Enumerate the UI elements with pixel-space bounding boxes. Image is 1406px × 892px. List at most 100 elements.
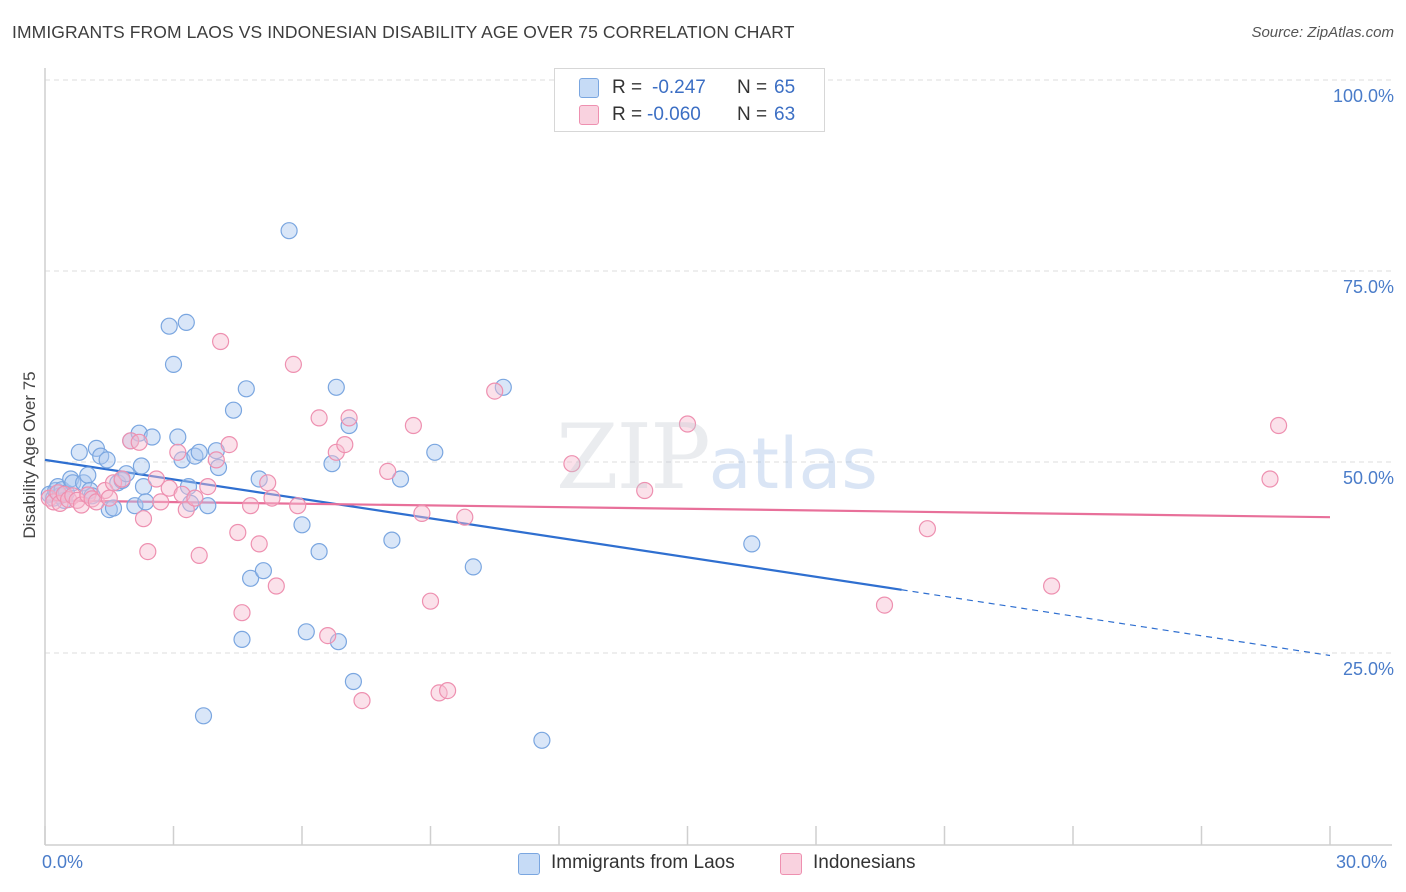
laos-point — [104, 499, 123, 517]
indonesians-point — [918, 520, 937, 538]
laos-point — [533, 731, 551, 749]
series-swatch-pink — [780, 853, 802, 875]
series-legend-label: Immigrants from Laos — [551, 852, 735, 873]
laos-point — [242, 569, 260, 587]
indonesians-point — [212, 332, 230, 351]
laos-point — [494, 378, 512, 396]
indonesians-point — [289, 497, 307, 515]
indonesians-point — [229, 523, 247, 542]
series-legend-label: Indonesians — [813, 852, 916, 873]
watermark: ZIPatlas — [556, 405, 878, 510]
laos-point — [70, 443, 88, 461]
indonesians-point — [152, 493, 170, 511]
laos-point — [160, 317, 178, 335]
laos-point — [280, 222, 298, 240]
laos-point — [194, 707, 213, 725]
indonesians-point — [439, 681, 457, 700]
indonesians-point — [87, 493, 106, 511]
legend-n-value: 65 — [774, 77, 796, 98]
indonesians-point — [190, 546, 208, 565]
indonesians-point — [242, 497, 260, 515]
laos-point — [224, 401, 243, 419]
indonesians-point — [267, 577, 285, 595]
y-tick-label: 50.0% — [1342, 468, 1394, 488]
indonesians-point — [259, 474, 277, 492]
legend-r-label: R = — [612, 104, 643, 125]
laos-point — [464, 558, 482, 576]
laos-point — [132, 457, 150, 475]
laos-point — [137, 493, 155, 511]
indonesians-trend-line — [44, 499, 1331, 519]
legend-r-value: -0.060 — [647, 104, 701, 125]
laos-point — [190, 443, 208, 461]
correlation-legend: R = -0.247 N = 65 R = -0.060 N = 63 — [554, 68, 825, 132]
legend-r-label: R = — [612, 77, 643, 98]
indonesians-point — [1269, 416, 1288, 435]
indonesians-point — [104, 474, 123, 492]
indonesians-point — [486, 382, 504, 400]
laos-point — [310, 542, 328, 561]
laos-point — [743, 535, 761, 553]
laos-point — [297, 623, 315, 641]
indonesians-point — [207, 451, 225, 469]
laos-point — [383, 531, 401, 549]
indonesians-point — [379, 462, 397, 480]
laos-point — [426, 443, 444, 461]
indonesians-point — [563, 455, 581, 473]
indonesians-point — [147, 470, 165, 488]
legend-n-label: N = — [737, 104, 768, 125]
laos-point — [177, 313, 195, 331]
indonesians-point — [1261, 470, 1279, 488]
laos-point — [169, 428, 187, 446]
indonesians-point — [421, 592, 440, 610]
laos-point — [79, 466, 97, 484]
laos-point — [293, 516, 311, 534]
x-tick-label: 30.0% — [1336, 852, 1388, 872]
laos-point — [254, 562, 272, 580]
y-tick-label: 100.0% — [1332, 86, 1394, 106]
indonesians-point — [233, 604, 251, 622]
legend-swatch-pink — [579, 105, 599, 125]
laos-trend-line-extension — [901, 589, 1331, 657]
indonesians-point — [678, 415, 697, 433]
gridlines — [45, 79, 1392, 654]
indonesians-point — [122, 432, 140, 450]
indonesians-point — [51, 494, 69, 512]
indonesians-point — [413, 504, 431, 523]
indonesians-point — [250, 535, 268, 553]
series-swatch-blue — [518, 853, 540, 875]
laos-point — [250, 470, 268, 488]
indonesians-point — [186, 489, 204, 507]
legend-swatch-blue — [579, 78, 599, 98]
indonesians-point — [319, 626, 337, 645]
indonesians-point — [340, 409, 358, 427]
indonesians-point — [404, 416, 422, 435]
laos-point — [199, 497, 217, 515]
y-tick-label: 75.0% — [1342, 277, 1394, 297]
laos-point — [233, 630, 251, 649]
indonesians-point — [139, 542, 157, 561]
trend-lines — [44, 458, 1331, 657]
laos-point — [164, 355, 183, 373]
laos-trend-line — [44, 458, 902, 591]
indonesians-point — [456, 508, 474, 526]
legend-r-value: -0.247 — [652, 77, 706, 98]
indonesians-point — [1042, 577, 1061, 595]
laos-point — [143, 428, 161, 446]
indonesians-point — [199, 478, 217, 496]
indonesians-point — [113, 470, 131, 488]
legend-n-value: 63 — [774, 104, 796, 125]
legend-n-label: N = — [737, 77, 768, 98]
laos-point — [237, 380, 255, 398]
indonesians-point — [169, 443, 187, 461]
indonesians-point — [130, 433, 148, 451]
indonesians-point — [310, 409, 328, 427]
indonesians-point — [263, 489, 281, 507]
indonesians-point — [177, 501, 195, 519]
laos-point — [327, 378, 345, 396]
indonesians-point — [353, 691, 371, 710]
chart-title: IMMIGRANTS FROM LAOS VS INDONESIAN DISAB… — [12, 22, 795, 42]
indonesians-point — [100, 489, 118, 507]
y-axis-label: Disability Age Over 75 — [20, 371, 39, 539]
